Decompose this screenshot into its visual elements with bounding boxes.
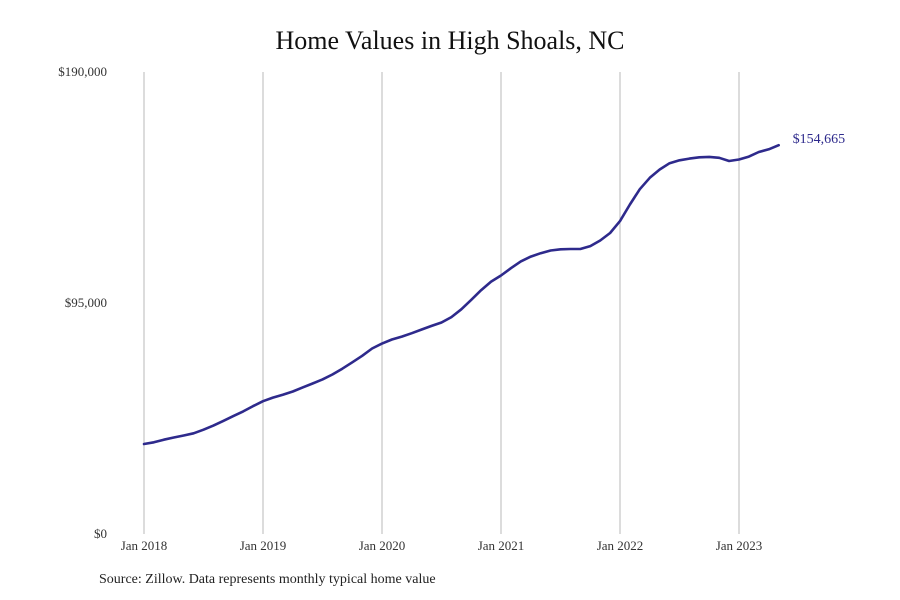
y-axis-ticks: $0 $95,000 $190,000 bbox=[58, 64, 107, 541]
end-value-label: $154,665 bbox=[793, 132, 846, 147]
y-tick-label: $95,000 bbox=[65, 295, 107, 310]
x-tick-label: Jan 2020 bbox=[359, 538, 406, 553]
y-tick-label: $190,000 bbox=[58, 64, 107, 79]
chart-title: Home Values in High Shoals, NC bbox=[275, 26, 625, 55]
x-tick-label: Jan 2023 bbox=[716, 538, 763, 553]
x-tick-label: Jan 2018 bbox=[121, 538, 168, 553]
series-line-home-value bbox=[142, 143, 780, 446]
y-tick-label: $0 bbox=[94, 526, 107, 541]
x-tick-label: Jan 2019 bbox=[240, 538, 287, 553]
chart-source-note: Source: Zillow. Data represents monthly … bbox=[99, 572, 436, 587]
x-tick-label: Jan 2021 bbox=[478, 538, 525, 553]
x-tick-label: Jan 2022 bbox=[597, 538, 644, 553]
x-axis-ticks: Jan 2018 Jan 2019 Jan 2020 Jan 2021 Jan 2022… bbox=[121, 538, 763, 553]
grid-lines bbox=[143, 72, 740, 534]
